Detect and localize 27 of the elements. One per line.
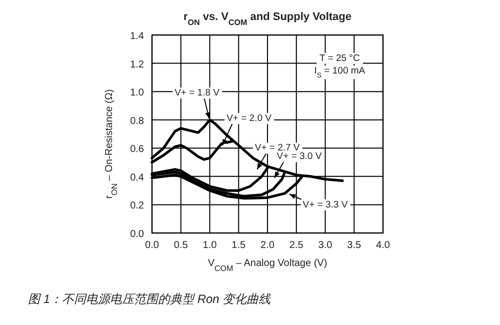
x-tick-label: 0.5 xyxy=(174,240,188,251)
annotation: I$_{S}$ = 100 mA xyxy=(314,66,366,80)
y-tick-label: 1.4 xyxy=(130,31,144,42)
y-tick-label: 0.4 xyxy=(130,172,144,184)
annotation: T = 25 °C xyxy=(320,52,360,64)
legend-label: V+ = 2.0 V xyxy=(226,113,272,124)
x-tick-label: 1.0 xyxy=(202,240,218,251)
y-tick-label: 0.6 xyxy=(130,144,144,156)
y-tick-label: 0.8 xyxy=(130,116,144,127)
caption: 图 1：不同电源电压范围的典型 Ron 变化曲线 xyxy=(28,292,272,306)
y-tick-label: 1.0 xyxy=(130,88,144,99)
y-tick-label: 0.0 xyxy=(130,229,144,240)
x-tick-label: 2.0 xyxy=(260,240,275,251)
x-tick-label: 2.5 xyxy=(289,240,304,251)
series-label: V+ = 3.0 V xyxy=(276,151,322,162)
text: V+ = 2.7 V xyxy=(254,142,300,154)
x-tick-label: 4.0 xyxy=(376,240,390,251)
x-tick-label: 0.0 xyxy=(145,240,160,251)
y-tick-label: 0.2 xyxy=(130,200,144,212)
text: V+ = 1.8 V xyxy=(174,88,220,99)
x-tick-label: 1.5 xyxy=(232,240,246,251)
y-tick-label: 1.2 xyxy=(130,59,144,70)
x-axis-title: V$_{COM}$ – Analog Voltage (V) xyxy=(208,258,328,272)
x-tick-label: 3.0 xyxy=(318,240,333,251)
chart-title: r$_{ON}$ vs. V$_{COM}$ and Supply Voltage xyxy=(183,11,352,26)
x-tick-label: 3.5 xyxy=(347,240,362,251)
series-label: V+ = 3.3 V xyxy=(302,199,348,210)
